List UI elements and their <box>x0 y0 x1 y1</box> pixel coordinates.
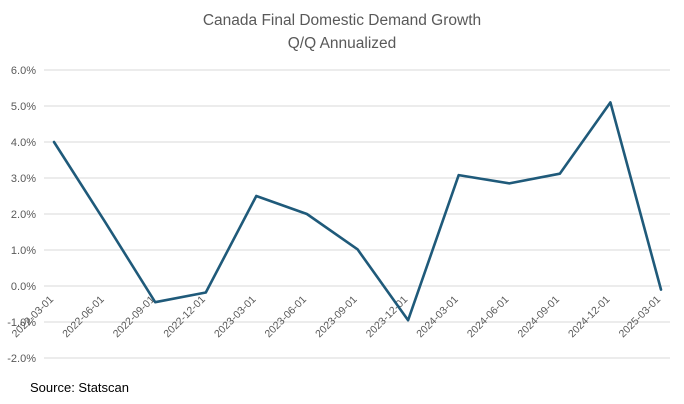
source-note: Source: Statscan <box>30 380 129 395</box>
chart-subtitle: Q/Q Annualized <box>288 35 397 52</box>
x-tick-label: 2024-06-01 <box>465 294 512 341</box>
y-tick-label: 6.0% <box>11 65 36 77</box>
x-tick-label: 2023-09-01 <box>313 294 360 341</box>
y-tick-label: 2.0% <box>11 209 36 221</box>
y-tick-label: 5.0% <box>11 101 36 113</box>
x-axis-tick-labels: 2022-03-01 2022-06-01 2022-09-01 2022-12-01… <box>10 294 664 341</box>
y-tick-label: 1.0% <box>11 245 36 257</box>
y-tick-label: 3.0% <box>11 173 36 185</box>
x-tick-label: 2024-03-01 <box>414 294 461 341</box>
x-tick-label: 2024-12-01 <box>566 294 613 341</box>
x-tick-label: 2023-06-01 <box>263 294 310 341</box>
y-tick-label: -1.0% <box>7 317 36 329</box>
y-tick-label: 4.0% <box>11 137 36 149</box>
series-line <box>52 101 663 322</box>
chart-title: Canada Final Domestic Demand Growth <box>203 12 481 29</box>
x-tick-label: 2024-09-01 <box>515 294 562 341</box>
x-tick-label: 2023-12-01 <box>364 294 411 341</box>
y-tick-label: -2.0% <box>7 353 36 365</box>
x-tick-label: 2023-03-01 <box>212 294 259 341</box>
x-tick-label: 2025-03-01 <box>617 294 664 341</box>
x-tick-label: 2022-09-01 <box>111 294 158 341</box>
y-axis-tick-labels: 6.0% 5.0% 4.0% 3.0% 2.0% 1.0% 0.0% -1.0% -2.0% <box>7 65 36 365</box>
y-tick-label: 0.0% <box>11 281 36 293</box>
x-tick-label: 2022-06-01 <box>60 294 107 341</box>
